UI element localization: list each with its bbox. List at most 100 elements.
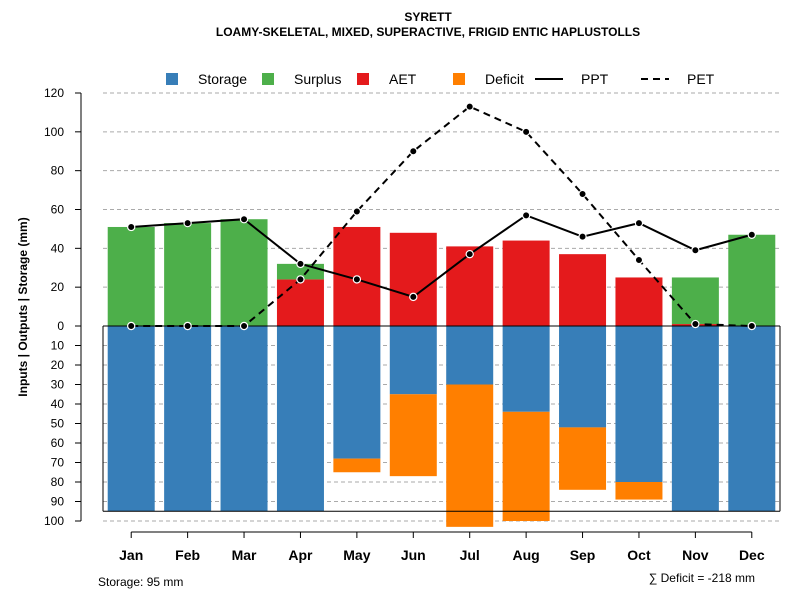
- pet-point: [352, 207, 362, 216]
- deficit-bar: [389, 394, 437, 477]
- y-tick-label: 40: [51, 397, 65, 411]
- storage-bar: [728, 326, 776, 512]
- y-tick-label: 100: [44, 514, 64, 528]
- bar-layer: [107, 219, 776, 527]
- line-layer: [127, 102, 756, 331]
- legend-label: Storage: [198, 71, 247, 87]
- y-axis-label: Inputs | Outputs | Storage (mm): [16, 217, 30, 396]
- x-tick-label: Feb: [175, 547, 200, 563]
- chart-legend: Storage Surplus AET Deficit PPT PET: [166, 71, 715, 87]
- x-tick-label: Apr: [288, 547, 313, 563]
- ppt-point: [183, 218, 192, 228]
- legend-swatch: [357, 73, 369, 85]
- storage-bar: [164, 326, 212, 512]
- pet-point: [409, 147, 418, 156]
- ppt-point: [352, 275, 362, 284]
- ppt-point: [578, 232, 587, 241]
- x-tick-label: Dec: [739, 547, 765, 563]
- pet-point: [634, 255, 644, 265]
- ppt-point: [127, 222, 136, 232]
- storage-bar: [107, 326, 155, 512]
- surplus-bar: [220, 219, 268, 326]
- deficit-bar: [333, 458, 381, 473]
- pet-line: [131, 105, 752, 327]
- y-tick-label: 30: [51, 378, 65, 392]
- surplus-bar: [671, 277, 719, 325]
- ppt-point: [409, 292, 418, 302]
- legend-label: Surplus: [294, 71, 341, 87]
- y-tick-label: 90: [51, 495, 65, 509]
- storage-bar: [276, 326, 324, 512]
- x-tick-label: May: [343, 547, 370, 563]
- pet-point: [183, 321, 192, 331]
- legend-label: AET: [389, 71, 417, 87]
- x-tick-label: Mar: [232, 547, 257, 563]
- x-tick-label: Nov: [682, 547, 709, 563]
- storage-bar: [333, 326, 381, 459]
- surplus-bar: [107, 226, 155, 326]
- x-tick-label: Aug: [513, 547, 540, 563]
- legend-swatch: [166, 73, 178, 85]
- surplus-bar: [164, 223, 212, 326]
- storage-bar: [615, 326, 663, 482]
- y-tick-label: 80: [51, 164, 65, 178]
- y-tick-label: 70: [51, 456, 65, 470]
- ppt-point: [691, 246, 700, 255]
- y-tick-label: 0: [57, 319, 64, 333]
- storage-bar: [502, 326, 550, 412]
- ppt-point: [296, 259, 305, 269]
- deficit-bar: [615, 482, 663, 500]
- chart-title: SYRETT: [404, 10, 452, 24]
- deficit-bar: [502, 411, 550, 521]
- pet-point: [691, 319, 700, 329]
- grid-lines: [103, 92, 780, 522]
- legend-label: PET: [687, 71, 715, 87]
- x-tick-label: Jul: [460, 547, 480, 563]
- y-tick-label: 10: [51, 339, 65, 353]
- ppt-point: [634, 218, 644, 228]
- ppt-point: [747, 230, 756, 239]
- axes: 0 20 40 60 80 100 120 10 20 30 40 50 60 70 80 90 100 Jan F…: [44, 86, 781, 563]
- pet-point: [521, 127, 531, 137]
- y-tick-label: 60: [51, 203, 65, 217]
- x-tick-label: Jan: [119, 547, 143, 563]
- pet-point: [127, 321, 136, 331]
- storage-footer: Storage: 95 mm: [98, 575, 183, 589]
- aet-bar: [446, 246, 494, 326]
- aet-bar: [615, 277, 663, 326]
- pet-point: [747, 321, 756, 331]
- storage-bar: [446, 326, 494, 385]
- storage-bar: [559, 326, 607, 428]
- y-tick-label: 20: [51, 280, 65, 294]
- x-tick-label: Oct: [627, 547, 651, 563]
- x-tick-label: Jun: [401, 547, 426, 563]
- aet-bar: [559, 254, 607, 326]
- storage-bar: [671, 326, 719, 512]
- legend-label: Deficit: [485, 71, 524, 87]
- ppt-point: [239, 215, 249, 224]
- pet-point: [465, 102, 474, 111]
- storage-bar: [220, 326, 268, 512]
- y-tick-label: 20: [51, 358, 65, 372]
- y-tick-label: 100: [44, 125, 64, 139]
- pet-point: [578, 189, 587, 199]
- ppt-line: [131, 214, 753, 298]
- deficit-bar: [559, 427, 607, 490]
- y-tick-label: 50: [51, 417, 65, 431]
- legend-label: PPT: [581, 71, 609, 87]
- y-tick-label: 120: [44, 86, 64, 100]
- pet-point: [296, 275, 305, 284]
- y-tick-label: 40: [51, 241, 65, 255]
- deficit-bar: [446, 384, 494, 527]
- aet-bar: [389, 232, 437, 326]
- y-tick-label: 80: [51, 475, 65, 489]
- storage-bar: [389, 326, 437, 395]
- ppt-point: [465, 249, 474, 259]
- ppt-point: [521, 211, 531, 220]
- aet-bar: [502, 240, 550, 326]
- aet-bar: [276, 279, 324, 326]
- y-tick-label: 60: [51, 436, 65, 450]
- surplus-bar: [728, 234, 776, 326]
- pet-point: [239, 321, 249, 331]
